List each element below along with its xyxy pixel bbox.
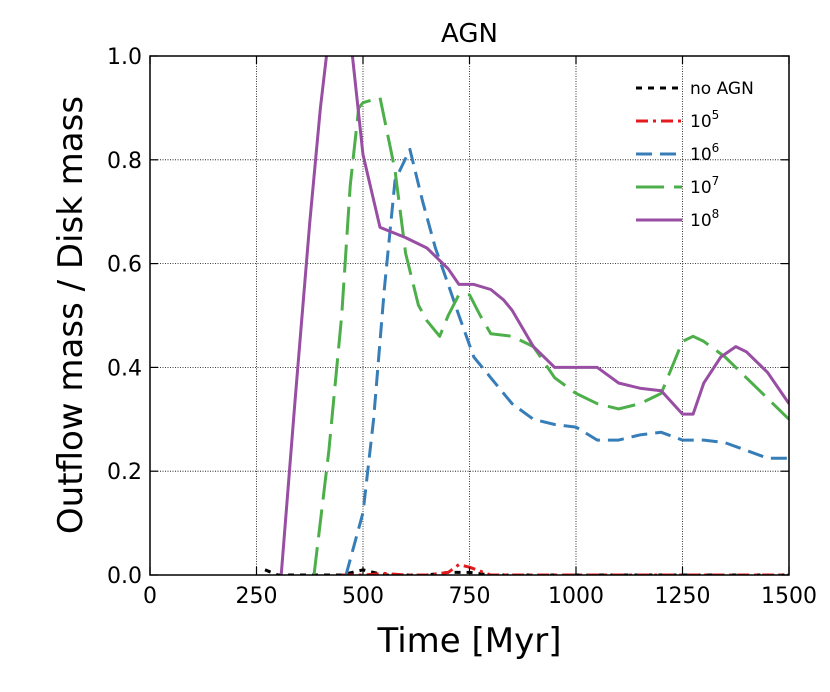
series-line-2: [344, 147, 789, 575]
x-tick-label: 1250: [655, 584, 711, 609]
x-tick-label: 500: [342, 584, 384, 609]
x-tick-label: 0: [143, 584, 157, 609]
chart-title: AGN: [441, 19, 498, 49]
x-tick-label: 250: [236, 584, 278, 609]
x-tick-label: 750: [449, 584, 491, 609]
x-tick-label: 1500: [761, 584, 817, 609]
y-tick-label: 0.4: [107, 356, 142, 381]
grid-lines: [150, 56, 789, 575]
series-line-3: [312, 96, 789, 575]
ticks: 0 250 500 750 1000 1250 1500 0.0 0.2 0.4 0.6 0.8 1.0: [107, 45, 817, 609]
y-tick-label: 0.6: [107, 253, 142, 278]
y-tick-label: 0.8: [107, 149, 142, 174]
series-line-1: [341, 563, 789, 575]
series-line-4: [279, 56, 789, 575]
x-tick-label: 1000: [548, 584, 604, 609]
y-axis-label: Outflow mass / Disk mass: [51, 96, 91, 534]
series-group: [264, 56, 789, 575]
y-tick-label: 1.0: [107, 45, 142, 70]
x-axis-label: Time [Myr]: [377, 621, 562, 661]
y-tick-label: 0.0: [107, 564, 142, 589]
legend-label-0: no AGN: [690, 79, 754, 99]
y-tick-label: 0.2: [107, 460, 142, 485]
